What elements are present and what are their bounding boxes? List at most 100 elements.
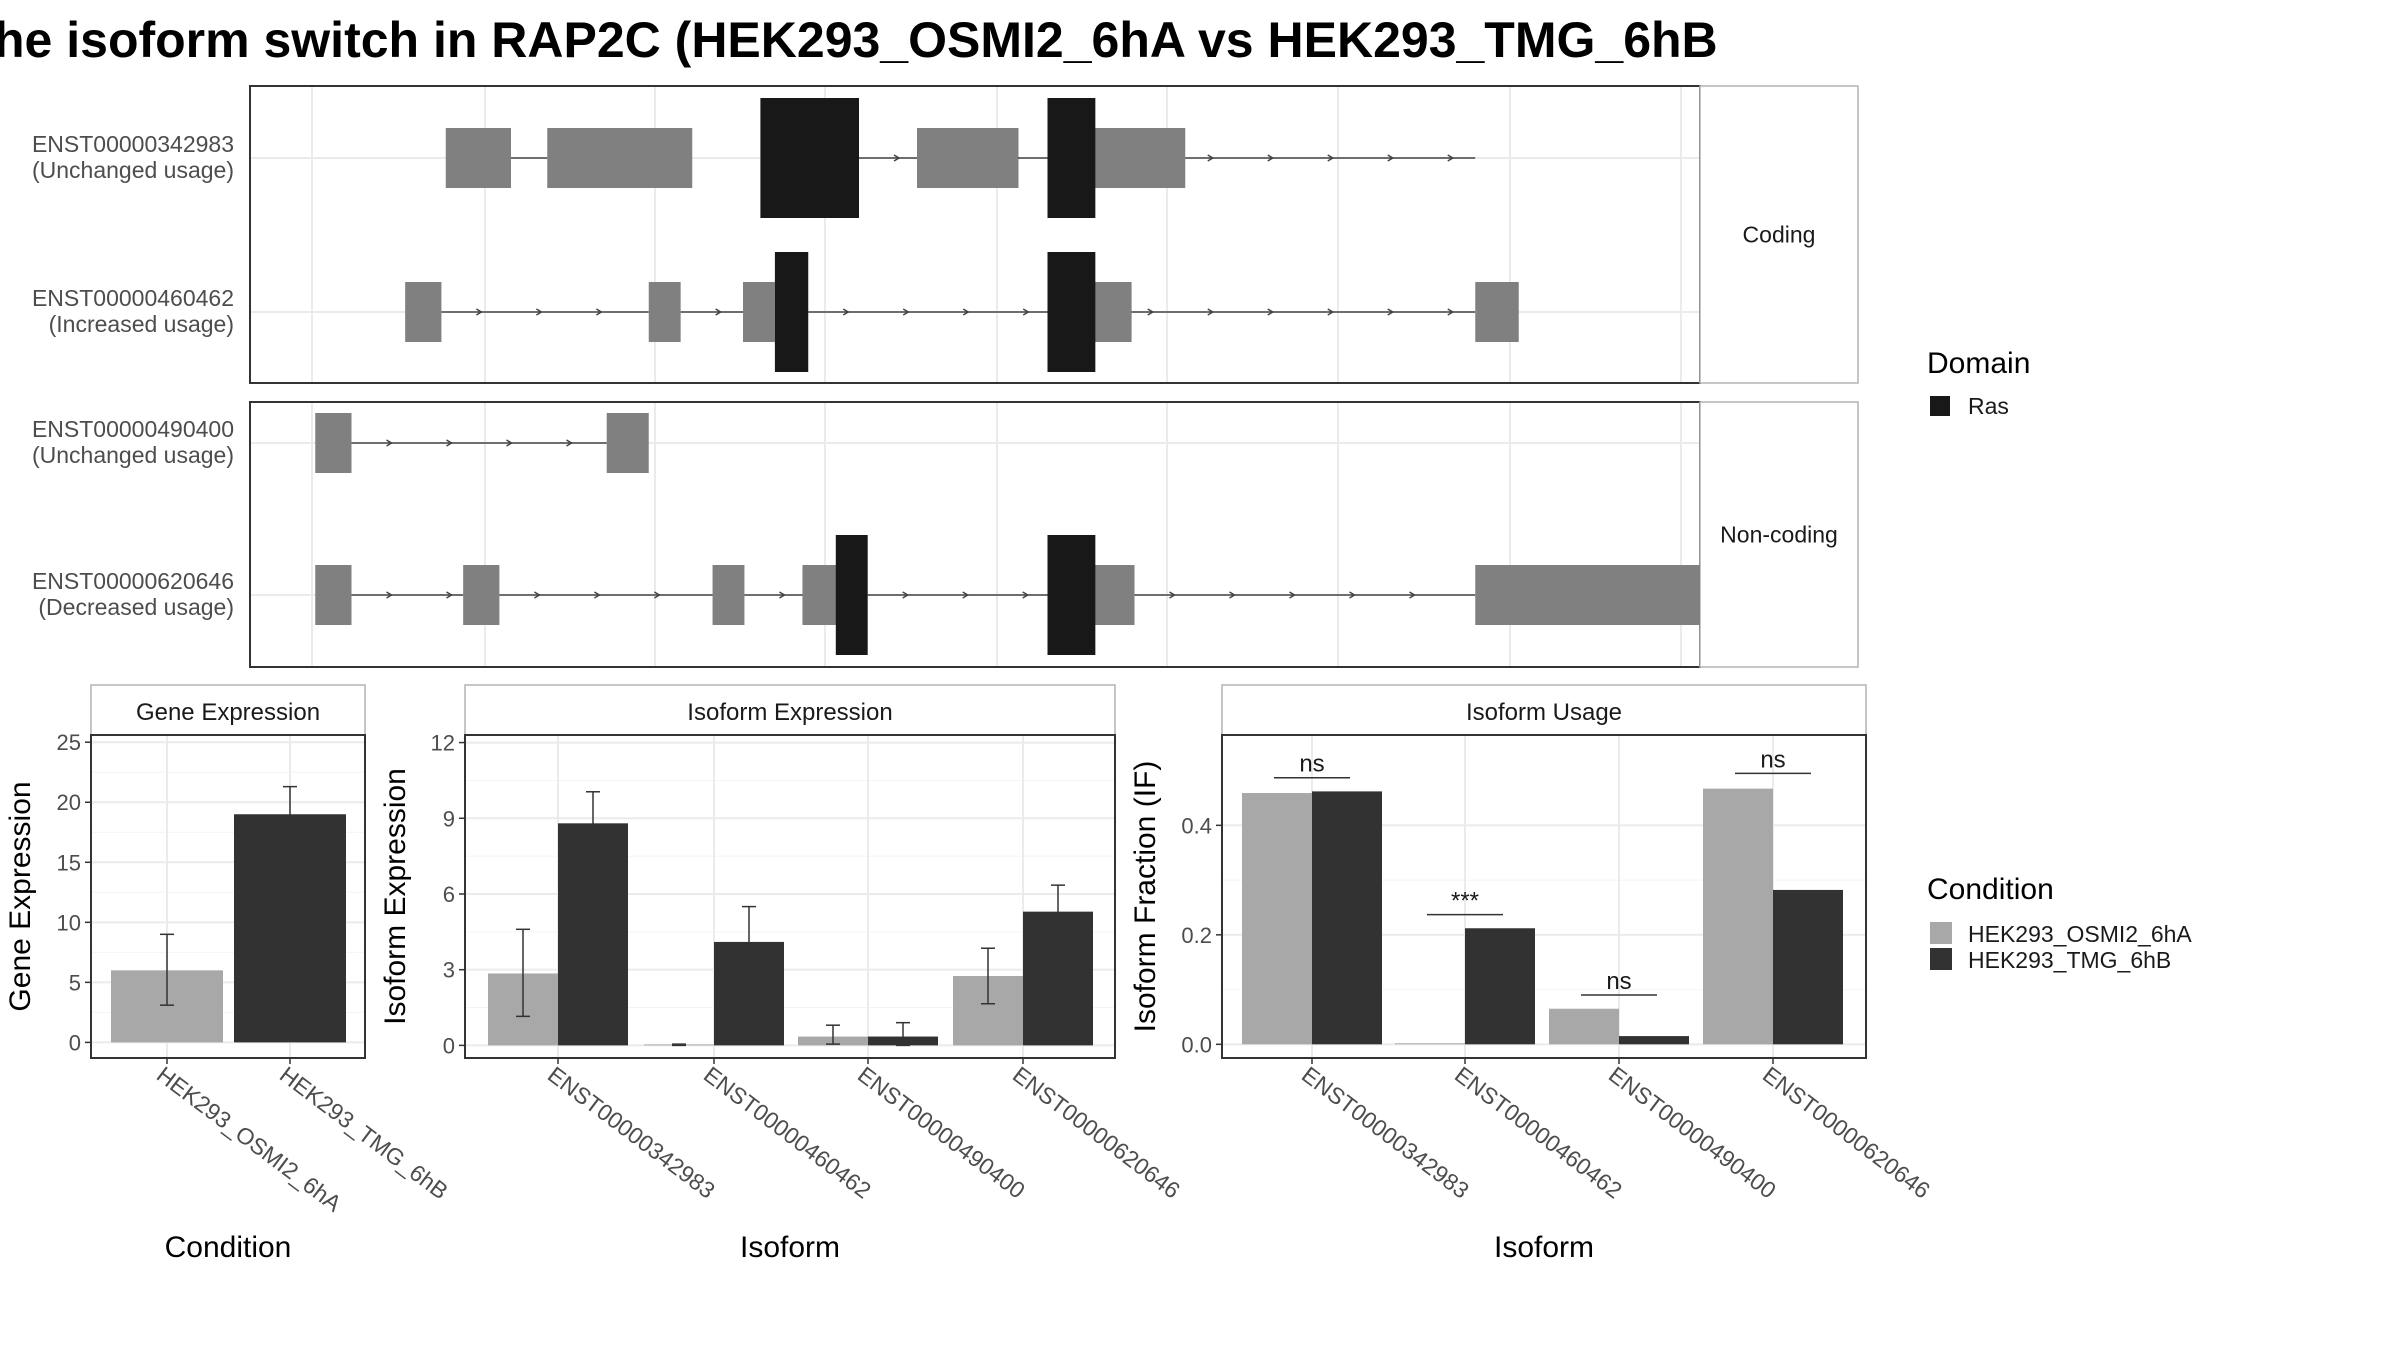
intron-arrow: [1022, 308, 1030, 316]
x-axis-title: Condition: [165, 1231, 292, 1264]
bar-osmi2: [1242, 793, 1312, 1045]
legend-key: [1930, 948, 1952, 970]
gene-structure-panel: CodingNon-codingENST00000342983(Unchange…: [32, 85, 1859, 668]
intron-arrow: [1147, 308, 1155, 316]
y-tick-label: 0: [443, 1033, 455, 1058]
x-tick-label: ENST00000342983: [1297, 1061, 1474, 1203]
exon: [917, 128, 1019, 188]
bar-tmg: [1465, 928, 1535, 1045]
intron-arrow: [1169, 591, 1176, 599]
intron-arrow: [1387, 154, 1395, 162]
x-tick-label: ENST00000460462: [1450, 1061, 1627, 1203]
panel-title: Gene Expression: [136, 699, 320, 726]
panel-title: Isoform Expression: [687, 699, 892, 726]
transcript-track: ENST00000342983(Unchanged usage): [32, 98, 1476, 218]
intron-arrow: [1327, 308, 1335, 316]
y-tick-label: 0.4: [1181, 813, 1212, 838]
ras-domain-block: [774, 252, 809, 372]
intron-arrow: [902, 591, 910, 599]
transcript-track: ENST00000620646(Decreased usage): [32, 535, 1700, 655]
legend-label: HEK293_TMG_6hB: [1968, 947, 2171, 973]
legend-title: Condition: [1927, 873, 2054, 906]
exon: [802, 565, 838, 625]
y-tick-label: 12: [431, 731, 455, 756]
intron-arrow: [1207, 154, 1215, 162]
y-tick-label: 5: [69, 970, 81, 995]
transcript-track: ENST00000460462(Increased usage): [32, 252, 1519, 372]
bar-tmg: [1619, 1036, 1689, 1045]
intron-arrow: [902, 308, 910, 316]
intron-arrow: [476, 308, 483, 316]
intron-arrow: [534, 591, 541, 599]
x-tick-label: ENST00000620646: [1008, 1061, 1185, 1203]
exon: [445, 128, 511, 188]
plot-frame: [90, 734, 366, 1059]
exon: [463, 565, 500, 625]
y-tick-label: 6: [443, 882, 455, 907]
y-axis-title: Gene Expression: [4, 781, 37, 1011]
bar-osmi2: [1549, 1008, 1619, 1045]
intron-arrow: [386, 439, 393, 447]
exon: [547, 128, 693, 188]
facet-strip: [1699, 401, 1859, 668]
legends: Domain Ras Condition HEK293_OSMI2_6hAHEK293…: [1927, 347, 2192, 973]
intron-arrow: [446, 439, 453, 447]
x-tick-label: ENST00000490400: [1604, 1061, 1781, 1203]
legend-key: [1930, 922, 1952, 944]
panel-title: Isoform Usage: [1466, 699, 1622, 726]
intron-arrow: [596, 308, 603, 316]
intron-arrow: [536, 308, 543, 316]
significance-label: ns: [1299, 751, 1324, 778]
ras-domain-block: [835, 535, 868, 655]
y-tick-label: 25: [57, 730, 81, 755]
significance-label: ns: [1760, 746, 1785, 773]
exon: [1083, 128, 1186, 188]
y-tick-label: 20: [57, 790, 81, 815]
intron-arrow: [1267, 308, 1275, 316]
intron-arrow: [506, 439, 513, 447]
facet-background: [250, 402, 1700, 667]
intron-arrow: [779, 591, 786, 599]
y-tick-label: 0.0: [1181, 1032, 1212, 1057]
intron-arrow: [1229, 591, 1236, 599]
exon: [1475, 282, 1519, 342]
facet-strip-label: Coding: [1743, 222, 1816, 248]
transcript-usage-label: (Unchanged usage): [32, 157, 234, 183]
exon: [315, 413, 352, 473]
legend-label: Ras: [1968, 393, 2009, 419]
significance-label: ***: [1451, 888, 1479, 915]
intron-arrow: [386, 591, 393, 599]
plot-frame: [464, 734, 1116, 1059]
bar-osmi2: [1395, 1043, 1465, 1045]
bar-panel-2: Isoform Usage 0.0 0.2 0.4 ns *** ns ns ENST00000…: [1129, 684, 1935, 1264]
intron-arrow: [962, 308, 970, 316]
exon: [1475, 565, 1700, 625]
facet-strip: [1699, 85, 1859, 384]
transcript-id-label: ENST00000342983: [32, 131, 234, 157]
exon: [648, 282, 681, 342]
panel-strip: [464, 684, 1116, 736]
y-axis-title: Isoform Fraction (IF): [1129, 761, 1162, 1033]
transcript-usage-label: (Unchanged usage): [32, 442, 234, 468]
transcript-id-label: ENST00000490400: [32, 416, 234, 442]
x-axis-title: Isoform: [1494, 1231, 1594, 1264]
ras-domain-block: [1047, 252, 1096, 372]
intron-arrow: [1289, 591, 1296, 599]
transcript-id-label: ENST00000460462: [32, 285, 234, 311]
bar-osmi2: [1703, 788, 1773, 1045]
legend-label: HEK293_OSMI2_6hA: [1968, 921, 2192, 947]
intron-arrow: [446, 591, 453, 599]
transcript-track: ENST00000490400(Unchanged usage): [32, 413, 649, 473]
transcript-id-label: ENST00000620646: [32, 568, 234, 594]
bar-tmg: [558, 823, 628, 1046]
bar-panel-1: Isoform Expression036912ENST00000342983E…: [379, 684, 1185, 1264]
exon: [606, 413, 649, 473]
y-tick-label: 3: [443, 958, 455, 983]
bar-tmg: [1773, 889, 1843, 1045]
x-tick-label: ENST00000490400: [853, 1061, 1030, 1203]
exon: [712, 565, 745, 625]
legend-key: [1930, 396, 1950, 416]
intron-arrow: [1409, 591, 1416, 599]
